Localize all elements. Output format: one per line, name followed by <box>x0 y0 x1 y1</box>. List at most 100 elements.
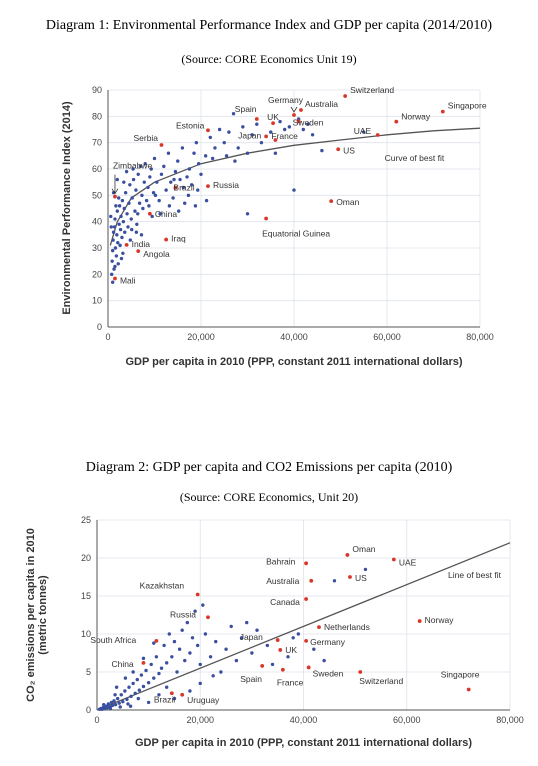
label-china: China <box>111 659 133 669</box>
data-point <box>177 647 182 651</box>
data-point <box>123 191 128 195</box>
x-tick-label: 40,000 <box>290 715 318 725</box>
data-point <box>137 201 142 205</box>
data-point <box>167 204 172 208</box>
data-point <box>113 702 118 707</box>
data-point <box>204 198 209 203</box>
y-tick-label: 0 <box>86 705 91 715</box>
point-germany <box>292 113 296 117</box>
data-point <box>227 130 231 134</box>
data-point <box>214 639 218 644</box>
y-tick-label: 40 <box>92 217 102 227</box>
x-tick-label: 40,000 <box>280 332 308 342</box>
data-point <box>113 693 117 697</box>
data-point <box>175 670 179 674</box>
label-brazil: Brazil <box>173 183 194 193</box>
data-point <box>183 658 187 663</box>
data-point <box>122 180 126 184</box>
y-axis-title: Environmental Performance Index (2014) <box>61 101 73 315</box>
data-point <box>110 248 115 253</box>
data-point <box>123 676 128 680</box>
data-point <box>130 196 134 200</box>
point-singapore <box>440 109 445 114</box>
data-point <box>211 674 215 678</box>
data-point <box>136 212 140 216</box>
label-france: France <box>277 678 304 688</box>
data-point <box>131 167 135 171</box>
point-switzerland <box>343 94 348 98</box>
data-point <box>131 177 136 182</box>
data-point <box>172 639 177 644</box>
point-oman <box>345 553 350 557</box>
point-zimbabwe <box>113 194 117 199</box>
label-serbia: Serbia <box>133 133 158 143</box>
point-kazakhstan <box>195 592 200 597</box>
label-singapore: Singapore <box>441 669 480 679</box>
data-point <box>128 704 133 708</box>
label-angola: Angola <box>143 249 170 259</box>
data-point <box>119 256 124 261</box>
label-germany: Germany <box>310 637 346 647</box>
data-point <box>105 706 110 710</box>
data-point <box>169 180 173 184</box>
data-point <box>151 191 156 195</box>
point-uk <box>271 121 275 126</box>
data-point <box>117 204 122 208</box>
data-point <box>158 212 162 216</box>
germany-arrowhead <box>290 106 298 113</box>
data-point <box>194 140 199 145</box>
point-uae <box>391 557 396 562</box>
point-uae <box>375 133 380 137</box>
data-point <box>224 647 228 651</box>
data-point <box>114 204 118 208</box>
data-point <box>278 119 282 124</box>
data-point <box>219 670 223 674</box>
y-tick-label: 0 <box>97 322 102 332</box>
data-point <box>114 254 119 258</box>
label-iraq: Iraq <box>171 234 186 244</box>
label-australia: Australia <box>305 99 338 109</box>
data-point <box>332 579 337 583</box>
x-tick-label: 20,000 <box>187 332 215 342</box>
point-oman <box>329 199 334 204</box>
data-point <box>136 696 140 701</box>
data-point <box>141 684 146 689</box>
data-point <box>273 151 278 155</box>
data-point <box>259 140 264 145</box>
data-point <box>159 666 164 670</box>
label-south-africa: South Africa <box>90 635 136 645</box>
label-us: US <box>355 573 367 583</box>
y-tick-label: 10 <box>81 629 91 639</box>
data-point <box>170 655 174 659</box>
point-sweden <box>306 665 311 670</box>
label-mali: Mali <box>120 276 136 286</box>
x-tick-label: 0 <box>105 332 110 342</box>
data-point <box>110 272 114 277</box>
label-china: China <box>155 209 177 219</box>
point-brazil <box>173 185 178 190</box>
label-kazakhstan: Kazakhstan <box>140 580 185 590</box>
point-sweden <box>296 119 301 124</box>
label-spain: Spain <box>240 674 262 684</box>
data-point <box>188 651 192 655</box>
y-tick-label: 25 <box>81 515 91 525</box>
data-point <box>222 140 226 145</box>
data-point <box>195 643 200 648</box>
point-spain <box>254 117 259 121</box>
data-point <box>110 703 115 708</box>
point-angola <box>136 249 141 254</box>
data-point <box>149 662 153 667</box>
point-us <box>348 575 352 579</box>
y-tick-label: 5 <box>86 667 91 677</box>
point-france <box>273 138 278 142</box>
x-tick-label: 60,000 <box>393 715 421 725</box>
x-axis-title: GDP per capita in 2010 (PPP, constant 20… <box>135 737 472 749</box>
data-point <box>322 658 326 663</box>
data-point <box>265 643 270 648</box>
data-point <box>121 699 125 704</box>
point-south-africa <box>154 638 159 643</box>
data-point <box>131 670 135 674</box>
data-point <box>138 164 143 169</box>
data-point <box>186 193 191 198</box>
data-point <box>155 180 159 184</box>
